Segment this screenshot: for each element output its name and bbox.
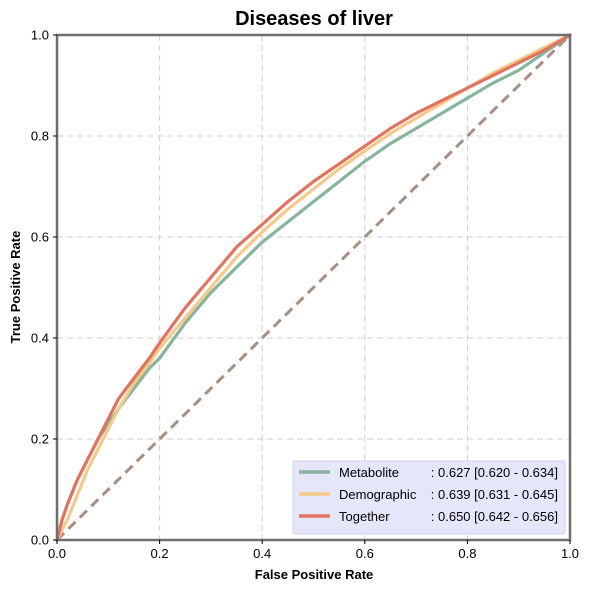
legend-auc-value: : 0.650 [0.642 - 0.656] bbox=[431, 509, 558, 524]
legend-box bbox=[292, 460, 566, 535]
chart-title: Diseases of liver bbox=[235, 8, 393, 30]
legend-series-name: Together bbox=[339, 509, 390, 524]
diagonal-layer bbox=[55, 33, 572, 542]
y-tick-label: 0.8 bbox=[31, 129, 49, 144]
y-tick-label: 0.4 bbox=[31, 331, 49, 346]
x-tick-label: 0.8 bbox=[458, 546, 476, 561]
y-axis-ticks: 0.0 0.2 0.4 0.6 0.8 1.0 bbox=[31, 28, 57, 548]
legend: Metabolite : 0.627 [0.620 - 0.634] Demogra… bbox=[292, 460, 566, 535]
x-axis-ticks: 0.0 0.2 0.4 0.6 0.8 1.0 bbox=[48, 540, 579, 561]
x-tick-label: 0.6 bbox=[356, 546, 374, 561]
x-tick-label: 0.2 bbox=[151, 546, 169, 561]
x-tick-label: 0.0 bbox=[48, 546, 66, 561]
legend-entry-metabolite: Metabolite : 0.627 [0.620 - 0.634] bbox=[299, 465, 558, 480]
legend-auc-value: : 0.627 [0.620 - 0.634] bbox=[431, 465, 558, 480]
y-tick-label: 0.2 bbox=[31, 432, 49, 447]
series-layer bbox=[55, 33, 572, 542]
y-tick-label: 0.6 bbox=[31, 230, 49, 245]
legend-auc-value: : 0.639 [0.631 - 0.645] bbox=[431, 487, 558, 502]
x-axis-title: False Positive Rate bbox=[255, 567, 374, 582]
y-tick-label: 0.0 bbox=[31, 533, 49, 548]
chance-diagonal-line bbox=[55, 33, 572, 542]
legend-entry-demographic: Demographic : 0.639 [0.631 - 0.645] bbox=[299, 487, 558, 502]
x-tick-label: 1.0 bbox=[561, 546, 579, 561]
y-axis-title: True Positive Rate bbox=[8, 231, 23, 344]
legend-series-name: Demographic bbox=[339, 487, 417, 502]
legend-series-name: Metabolite bbox=[339, 465, 399, 480]
grid bbox=[57, 35, 570, 540]
y-tick-label: 1.0 bbox=[31, 28, 49, 43]
legend-entry-together: Together : 0.650 [0.642 - 0.656] bbox=[299, 509, 558, 524]
roc-curve-together bbox=[55, 33, 572, 542]
plot-frame bbox=[55, 33, 572, 542]
x-tick-label: 0.4 bbox=[253, 546, 271, 561]
